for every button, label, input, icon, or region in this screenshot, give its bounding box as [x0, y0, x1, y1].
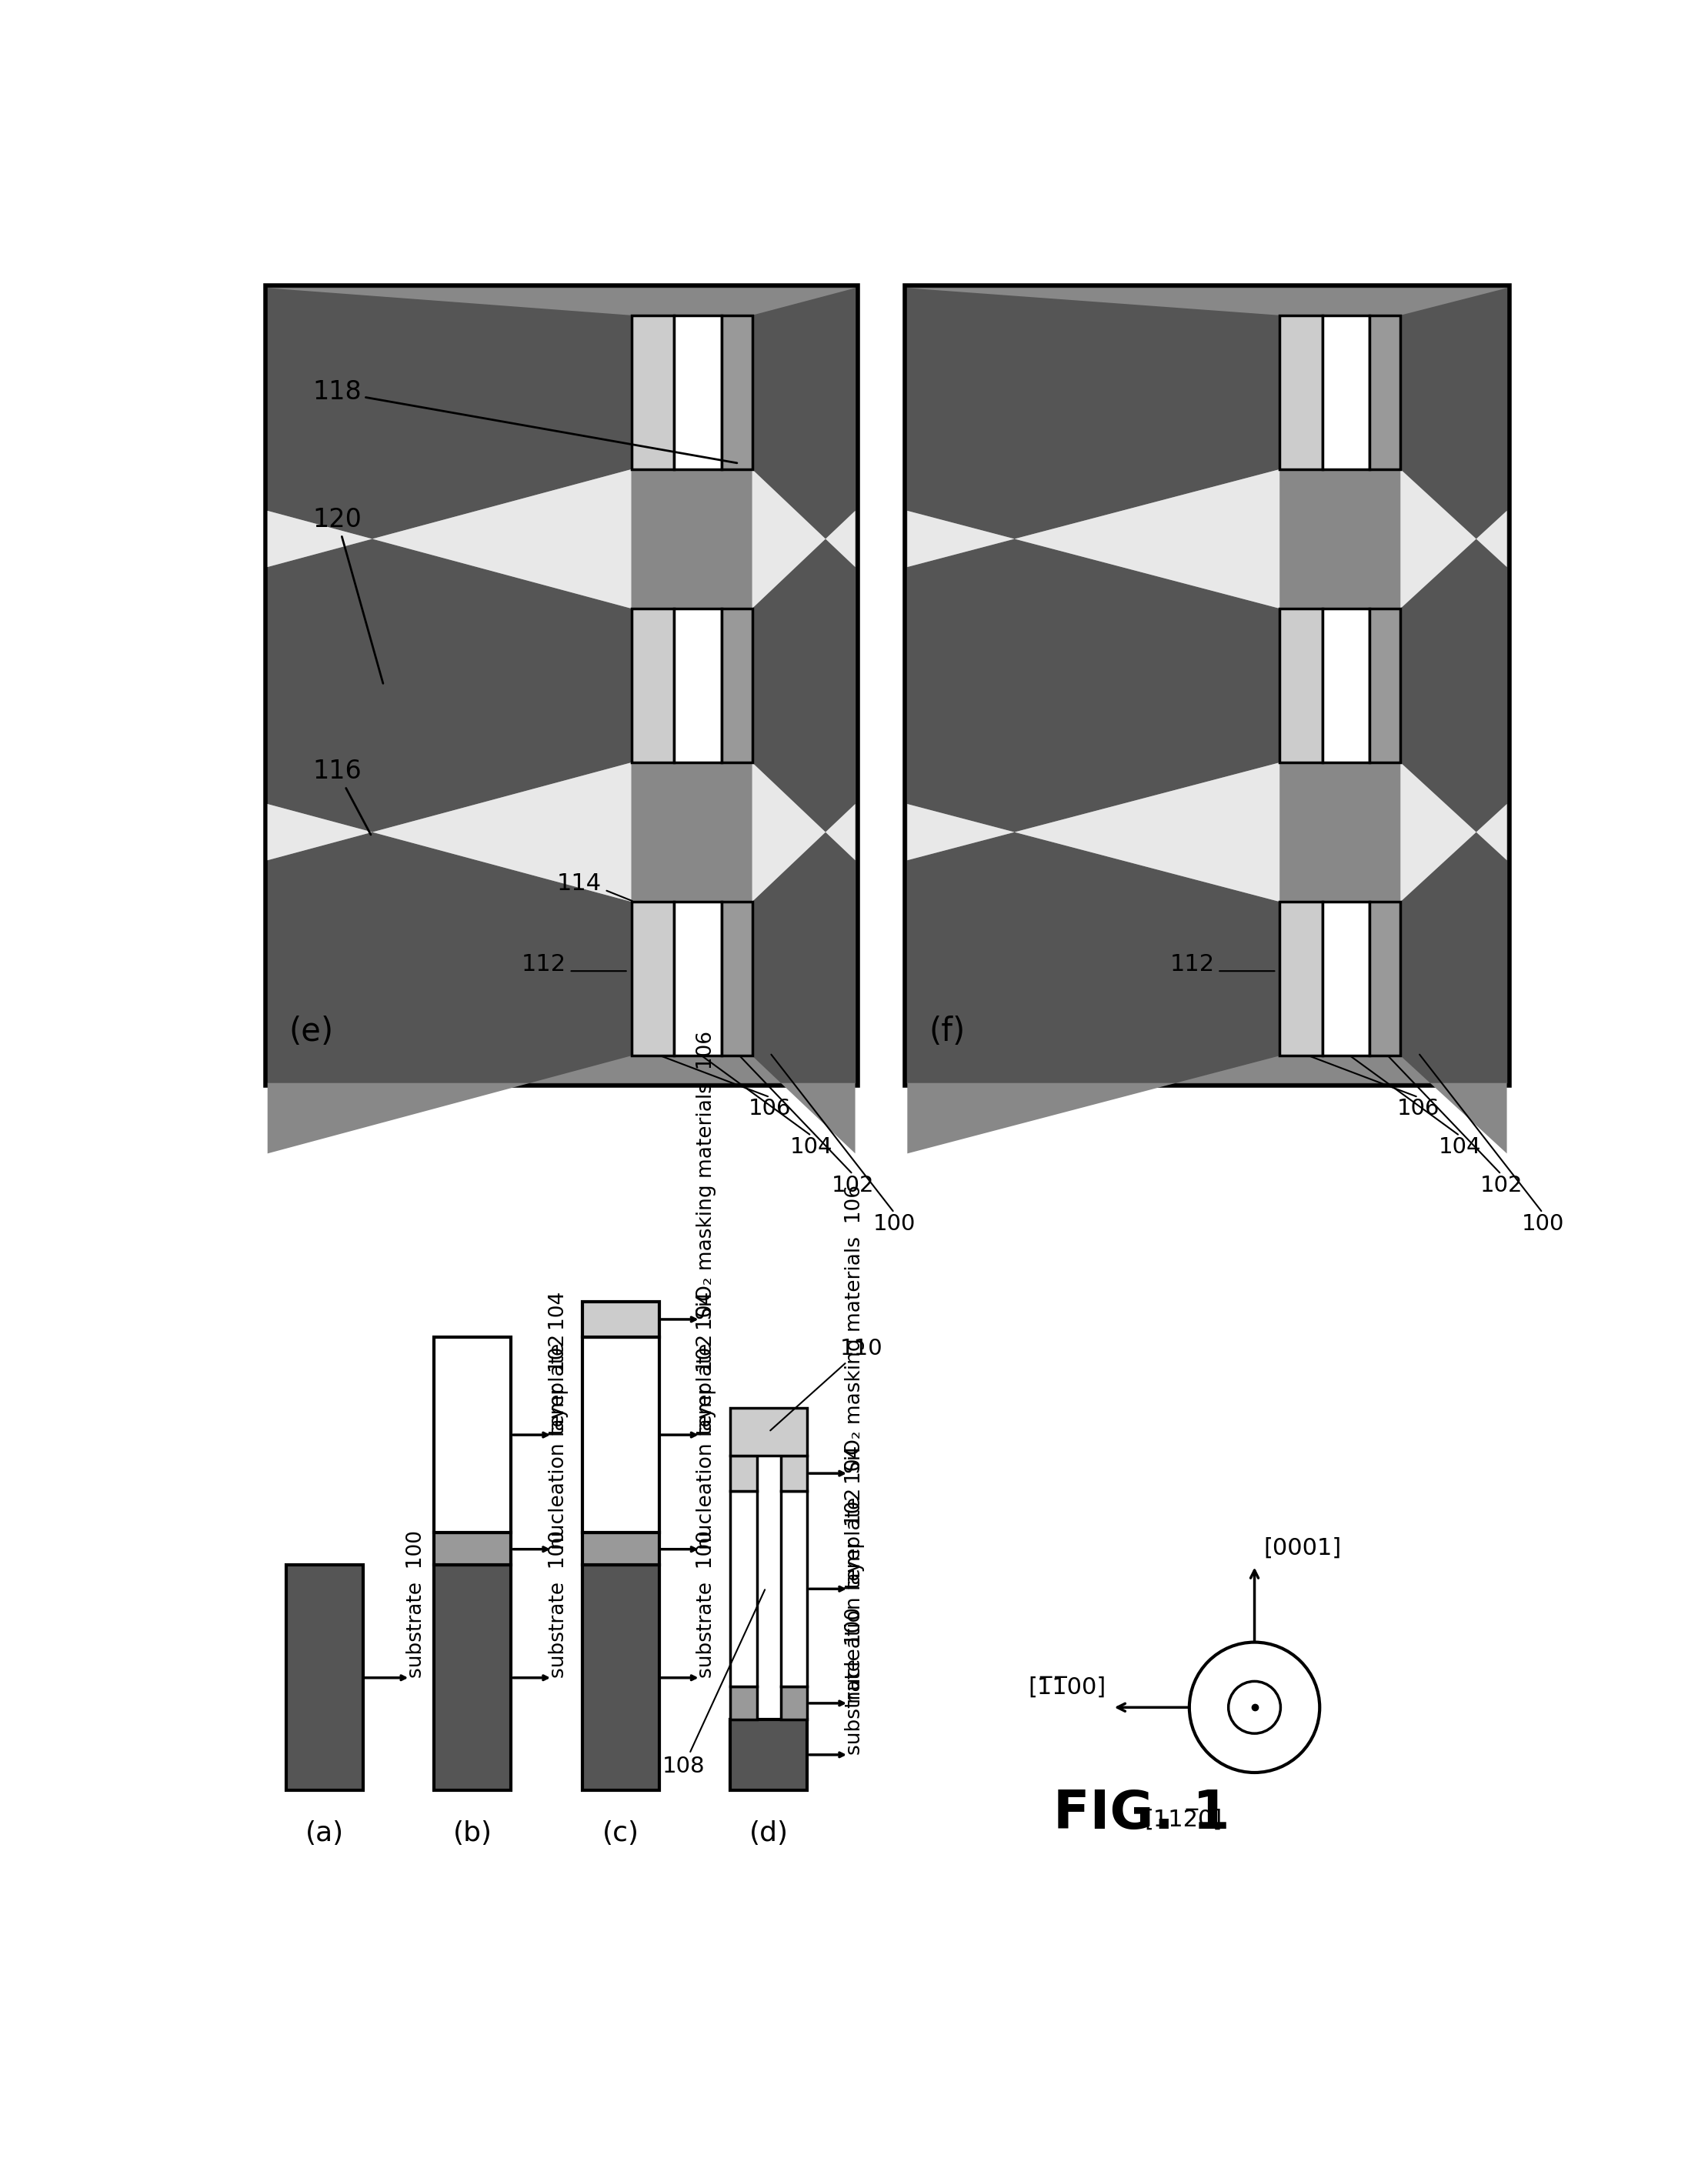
Bar: [582, 1302, 659, 1337]
Bar: [675, 608, 721, 762]
Bar: [265, 285, 857, 1085]
Text: (a): (a): [306, 1821, 343, 1847]
Bar: [721, 316, 752, 468]
Text: (c): (c): [603, 1821, 639, 1847]
Text: SiO₂ masking materials  106: SiO₂ masking materials 106: [845, 1185, 864, 1472]
Text: (f): (f): [929, 1015, 965, 1048]
Text: 102: 102: [1479, 1176, 1522, 1196]
Bar: [731, 1409, 808, 1455]
Text: 108: 108: [663, 1590, 765, 1777]
Bar: [434, 1337, 511, 1533]
Text: 106: 106: [748, 1098, 791, 1119]
Bar: [781, 1455, 808, 1492]
Polygon shape: [907, 287, 1506, 1154]
Text: template  104: template 104: [697, 1292, 717, 1435]
Text: nucleation layer  102: nucleation layer 102: [697, 1333, 717, 1549]
Bar: [905, 285, 1510, 1085]
Text: 106: 106: [1397, 1098, 1440, 1119]
Bar: [1322, 608, 1370, 762]
Polygon shape: [1401, 468, 1506, 608]
Bar: [1322, 316, 1370, 468]
Text: (b): (b): [453, 1821, 492, 1847]
Bar: [675, 316, 721, 468]
Bar: [1370, 902, 1401, 1056]
Text: substrate  100: substrate 100: [548, 1531, 569, 1677]
Text: substrate  100: substrate 100: [845, 1607, 864, 1755]
Text: [112̅0]: [112̅0]: [1144, 1808, 1223, 1830]
Text: 112: 112: [521, 954, 565, 976]
Bar: [434, 1533, 511, 1566]
Polygon shape: [268, 287, 856, 1154]
Bar: [1370, 316, 1401, 468]
Text: 104: 104: [1438, 1137, 1481, 1159]
Polygon shape: [907, 762, 1279, 902]
Text: substrate  100: substrate 100: [697, 1531, 717, 1677]
Text: 104: 104: [791, 1137, 834, 1159]
Text: (e): (e): [289, 1015, 333, 1048]
Text: 100: 100: [1522, 1213, 1565, 1235]
Bar: [632, 608, 675, 762]
Bar: [1279, 608, 1322, 762]
Text: [1̅1̅00]: [1̅1̅00]: [1028, 1677, 1107, 1699]
Text: 100: 100: [873, 1213, 915, 1235]
Text: 116: 116: [313, 758, 371, 834]
Text: 110: 110: [770, 1337, 883, 1431]
Text: nucleation layer  102: nucleation layer 102: [845, 1488, 864, 1703]
Text: (d): (d): [750, 1821, 789, 1847]
Bar: [632, 316, 675, 468]
Polygon shape: [268, 762, 632, 902]
Text: 102: 102: [832, 1176, 874, 1196]
Text: 120: 120: [313, 507, 383, 684]
Text: substrate  100: substrate 100: [407, 1531, 427, 1677]
Bar: [632, 902, 675, 1056]
Polygon shape: [752, 762, 856, 902]
Bar: [582, 1533, 659, 1566]
Text: 118: 118: [313, 379, 736, 464]
Text: 114: 114: [557, 871, 601, 895]
Bar: [721, 902, 752, 1056]
Bar: [731, 1455, 757, 1492]
Polygon shape: [268, 468, 632, 608]
Text: template  104: template 104: [548, 1292, 569, 1435]
Circle shape: [1228, 1681, 1281, 1734]
Text: [0001]: [0001]: [1264, 1538, 1341, 1559]
Circle shape: [1189, 1642, 1320, 1773]
Bar: [731, 1686, 757, 1718]
Bar: [1279, 316, 1322, 468]
Bar: [675, 902, 721, 1056]
Bar: [434, 1566, 511, 1790]
Polygon shape: [907, 468, 1279, 608]
Bar: [781, 1492, 808, 1686]
Bar: [731, 1718, 808, 1790]
Bar: [285, 1566, 362, 1790]
Bar: [721, 608, 752, 762]
Bar: [582, 1337, 659, 1533]
Polygon shape: [752, 468, 856, 608]
Text: FIG. 1: FIG. 1: [1054, 1788, 1230, 1840]
Bar: [1279, 902, 1322, 1056]
Text: SiO₂ masking materials  106: SiO₂ masking materials 106: [697, 1030, 717, 1320]
Bar: [1322, 902, 1370, 1056]
Bar: [582, 1566, 659, 1790]
Bar: [731, 1492, 757, 1686]
Text: nucleation layer  102: nucleation layer 102: [548, 1333, 569, 1549]
Bar: [1370, 608, 1401, 762]
Bar: [781, 1686, 808, 1718]
Text: template  104: template 104: [845, 1446, 864, 1590]
Text: 112: 112: [1170, 954, 1214, 976]
Polygon shape: [1401, 762, 1506, 902]
